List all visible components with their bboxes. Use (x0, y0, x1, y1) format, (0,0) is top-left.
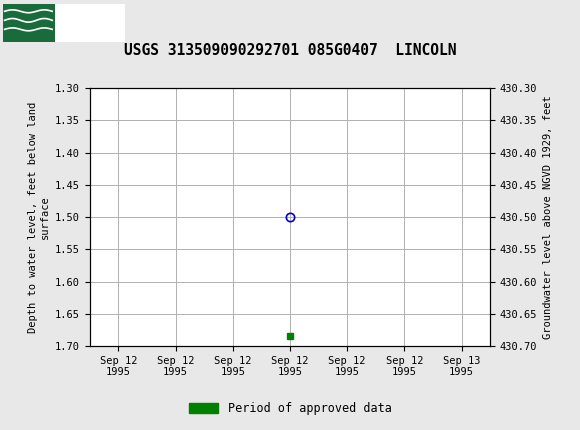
Legend: Period of approved data: Period of approved data (184, 397, 396, 420)
Y-axis label: Depth to water level, feet below land
surface: Depth to water level, feet below land su… (28, 101, 50, 333)
Text: USGS: USGS (58, 12, 122, 33)
Bar (3, 3, 55, 42)
Y-axis label: Groundwater level above NGVD 1929, feet: Groundwater level above NGVD 1929, feet (543, 95, 553, 339)
Text: USGS 313509090292701 085G0407  LINCOLN: USGS 313509090292701 085G0407 LINCOLN (124, 43, 456, 58)
Bar (3, 3, 125, 42)
